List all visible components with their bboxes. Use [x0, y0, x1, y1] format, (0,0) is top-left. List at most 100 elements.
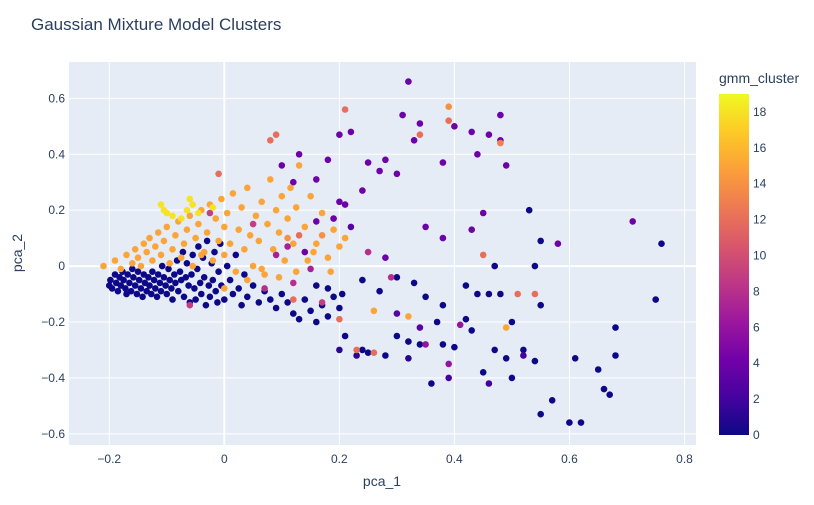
data-point	[168, 285, 175, 292]
data-point	[520, 352, 527, 359]
data-point	[324, 285, 332, 292]
data-point	[209, 257, 217, 264]
data-point	[120, 276, 127, 284]
data-point	[252, 212, 260, 220]
colorbar-tick-label: 14	[753, 177, 767, 191]
data-point	[502, 324, 510, 331]
data-point	[571, 355, 579, 362]
data-point	[295, 315, 303, 323]
data-point	[537, 301, 544, 309]
data-point	[172, 279, 179, 287]
data-point	[153, 293, 161, 301]
data-point	[353, 352, 360, 359]
data-point	[370, 349, 378, 357]
x-tick-label: −0.2	[97, 452, 121, 466]
data-point	[196, 279, 204, 287]
data-point	[566, 419, 573, 426]
data-point	[456, 321, 464, 329]
data-point	[171, 271, 178, 278]
colorbar-tick-label: 8	[753, 284, 760, 298]
data-point	[183, 206, 191, 214]
data-point	[150, 276, 158, 284]
data-point	[258, 198, 266, 206]
data-point	[238, 204, 245, 211]
data-point	[166, 260, 173, 267]
data-point	[191, 285, 198, 292]
data-point	[307, 192, 314, 200]
data-point	[281, 257, 289, 264]
data-point	[126, 279, 133, 287]
data-point	[148, 290, 155, 298]
data-point	[290, 310, 297, 317]
data-point	[485, 380, 493, 387]
data-point	[338, 290, 346, 298]
data-point	[180, 293, 188, 301]
data-point	[290, 296, 297, 303]
data-point	[347, 223, 355, 231]
data-point	[284, 215, 291, 222]
data-point	[169, 246, 176, 253]
data-point	[117, 265, 125, 273]
data-point	[428, 380, 435, 387]
data-point	[370, 307, 378, 315]
data-point	[479, 369, 487, 376]
data-point	[474, 290, 481, 298]
data-point	[330, 226, 337, 233]
data-point	[140, 240, 148, 247]
data-point	[393, 310, 401, 317]
data-point	[497, 111, 504, 119]
data-point	[134, 268, 142, 276]
data-point	[439, 301, 447, 309]
data-point	[226, 276, 234, 284]
data-point	[176, 268, 184, 276]
data-point	[497, 290, 504, 298]
data-point	[177, 254, 185, 261]
data-point	[223, 262, 231, 270]
data-point	[318, 209, 326, 217]
data-point	[143, 248, 150, 256]
data-point	[520, 346, 527, 354]
data-point	[267, 296, 274, 303]
data-point	[189, 251, 196, 259]
data-point	[154, 229, 162, 236]
data-point	[416, 341, 424, 348]
data-point	[212, 287, 219, 295]
data-point	[445, 374, 453, 382]
data-point	[410, 279, 418, 287]
data-point	[422, 223, 429, 231]
data-point	[134, 254, 142, 261]
data-point	[301, 248, 309, 256]
data-point	[287, 184, 294, 192]
data-point	[209, 276, 217, 284]
data-point	[531, 290, 539, 298]
data-point	[157, 287, 165, 295]
data-point	[364, 159, 372, 166]
y-tick-label: −0.4	[41, 371, 65, 385]
data-point	[158, 262, 166, 270]
y-tick-label: −0.2	[41, 315, 65, 329]
data-point	[502, 162, 510, 169]
data-point	[182, 274, 190, 281]
data-point	[137, 285, 145, 292]
data-point	[221, 296, 228, 303]
data-point	[327, 268, 335, 276]
data-point	[336, 131, 343, 138]
data-point	[107, 276, 114, 284]
x-tick-label: 0	[221, 452, 228, 466]
data-point	[364, 349, 372, 357]
data-point	[226, 240, 234, 247]
colorbar-tick-label: 4	[753, 356, 760, 370]
data-point	[554, 240, 562, 247]
data-point	[284, 243, 291, 250]
data-point	[154, 271, 162, 278]
data-point	[336, 304, 343, 312]
data-point	[341, 106, 349, 113]
chart-title: Gaussian Mixture Model Clusters	[31, 15, 281, 34]
data-point	[295, 151, 303, 158]
data-point	[278, 162, 286, 169]
data-point	[410, 137, 418, 144]
data-points	[100, 78, 665, 426]
data-point	[445, 103, 453, 110]
data-point	[393, 332, 401, 340]
